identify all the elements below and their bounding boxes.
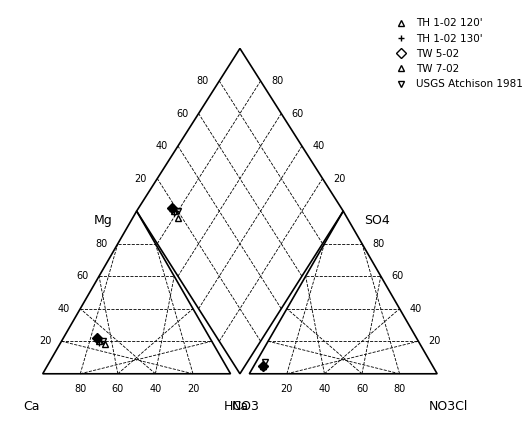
Text: 80: 80	[271, 76, 283, 86]
Text: Mg: Mg	[94, 214, 112, 227]
Text: 80: 80	[393, 384, 406, 394]
Text: 20: 20	[281, 384, 293, 394]
Text: 40: 40	[155, 141, 168, 151]
Text: 20: 20	[333, 174, 345, 184]
Text: Na: Na	[231, 400, 248, 413]
Text: 20: 20	[39, 336, 51, 346]
Text: HCO3: HCO3	[224, 400, 260, 413]
Text: SO4: SO4	[364, 214, 390, 227]
Text: 80: 80	[95, 238, 107, 249]
Text: 40: 40	[410, 304, 422, 314]
Text: 20: 20	[187, 384, 199, 394]
Text: 60: 60	[176, 108, 188, 118]
Text: 40: 40	[312, 141, 325, 151]
Text: 80: 80	[197, 76, 209, 86]
Text: Ca: Ca	[23, 400, 39, 413]
Text: 60: 60	[76, 271, 89, 281]
Text: 20: 20	[135, 174, 147, 184]
Text: 40: 40	[149, 384, 161, 394]
Text: 60: 60	[291, 108, 304, 118]
Text: 80: 80	[74, 384, 86, 394]
Text: 20: 20	[429, 336, 441, 346]
Legend: TH 1-02 120', TH 1-02 130', TW 5-02, TW 7-02, USGS Atchison 1981: TH 1-02 120', TH 1-02 130', TW 5-02, TW …	[387, 14, 526, 93]
Text: 60: 60	[112, 384, 124, 394]
Text: 40: 40	[58, 304, 70, 314]
Text: 60: 60	[356, 384, 368, 394]
Text: 80: 80	[372, 238, 385, 249]
Text: 40: 40	[318, 384, 330, 394]
Text: 60: 60	[391, 271, 403, 281]
Text: NO3Cl: NO3Cl	[429, 400, 468, 413]
